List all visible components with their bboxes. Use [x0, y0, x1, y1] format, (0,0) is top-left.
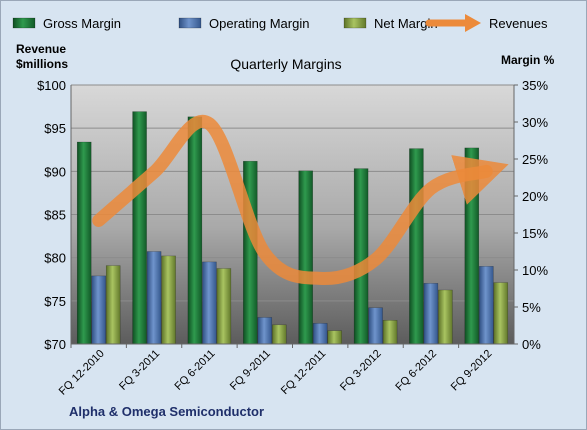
left-axis-label-line1: Revenue — [16, 42, 66, 56]
bar-gross-margin — [187, 116, 203, 345]
bar-net-margin — [327, 330, 342, 345]
legend-label-gross-margin: Gross Margin — [43, 16, 121, 31]
left-tick-label: $75 — [44, 294, 66, 309]
bar-gross-margin — [76, 141, 92, 345]
legend-label-revenues: Revenues — [489, 16, 548, 31]
x-tick-label: FQ 6-2011 — [172, 348, 217, 393]
x-tick-label: FQ 9-2011 — [228, 348, 273, 393]
chart-title: Quarterly Margins — [230, 56, 341, 72]
bars — [76, 111, 509, 345]
bar-operating-margin — [91, 275, 106, 345]
company-footer: Alpha & Omega Semiconductor — [69, 404, 264, 419]
revenue-line-group — [92, 114, 509, 285]
x-tick-label: FQ 12-2010 — [57, 348, 107, 398]
bar-net-margin — [272, 324, 287, 345]
left-tick-label: $70 — [44, 337, 66, 352]
left-tick-label: $85 — [44, 208, 66, 223]
x-tick-label: FQ 6-2012 — [393, 348, 439, 394]
left-tick-label: $95 — [44, 121, 66, 136]
legend-label-operating-margin: Operating Margin — [209, 16, 309, 31]
bar-gross-margin — [409, 148, 424, 345]
revenues-line — [92, 114, 509, 285]
right-tick-label: 25% — [522, 152, 548, 167]
x-tick-label: FQ 3-2011 — [117, 348, 162, 393]
legend-label-net-margin: Net Margin — [374, 16, 438, 31]
bar-operating-margin — [423, 283, 439, 345]
right-axis-label: Margin % — [501, 53, 555, 67]
legend-arrow-revenues — [465, 14, 481, 32]
bar-gross-margin — [298, 170, 313, 345]
right-tick-label: 10% — [522, 263, 548, 278]
x-tick-label: FQ 12-2011 — [279, 348, 328, 397]
bar-gross-margin — [132, 111, 147, 345]
x-tick-label: FQ 3-2012 — [338, 348, 384, 394]
right-tick-label: 30% — [522, 115, 548, 130]
bar-operating-margin — [146, 251, 162, 345]
bar-operating-margin — [368, 307, 383, 345]
left-tick-label: $90 — [44, 164, 66, 179]
right-tick-label: 15% — [522, 226, 548, 241]
bar-net-margin — [382, 320, 398, 345]
left-axis-label-line2: $millions — [16, 57, 68, 71]
bar-net-margin — [105, 265, 121, 345]
bar-net-margin — [438, 289, 453, 345]
legend-swatch-gross-margin — [12, 17, 36, 29]
bar-net-margin — [216, 268, 232, 345]
legend-swatch-net-margin — [343, 17, 367, 29]
right-tick-label: 5% — [522, 300, 541, 315]
bar-operating-margin — [202, 261, 217, 345]
right-tick-label: 0% — [522, 337, 541, 352]
x-tick-label: FQ 9-2012 — [449, 348, 495, 394]
bar-operating-margin — [257, 317, 273, 345]
bar-net-margin — [161, 255, 176, 345]
right-tick-label: 20% — [522, 189, 548, 204]
legend-swatch-operating-margin — [178, 17, 202, 29]
left-tick-label: $100 — [37, 78, 66, 93]
left-tick-label: $80 — [44, 251, 66, 266]
bar-operating-margin — [312, 323, 328, 345]
legend: Gross Margin Operating Margin Net Margin Re… — [12, 14, 548, 32]
bar-gross-margin — [353, 168, 369, 345]
bar-operating-margin — [479, 266, 494, 345]
right-tick-label: 35% — [522, 78, 548, 93]
bar-net-margin — [493, 282, 509, 345]
